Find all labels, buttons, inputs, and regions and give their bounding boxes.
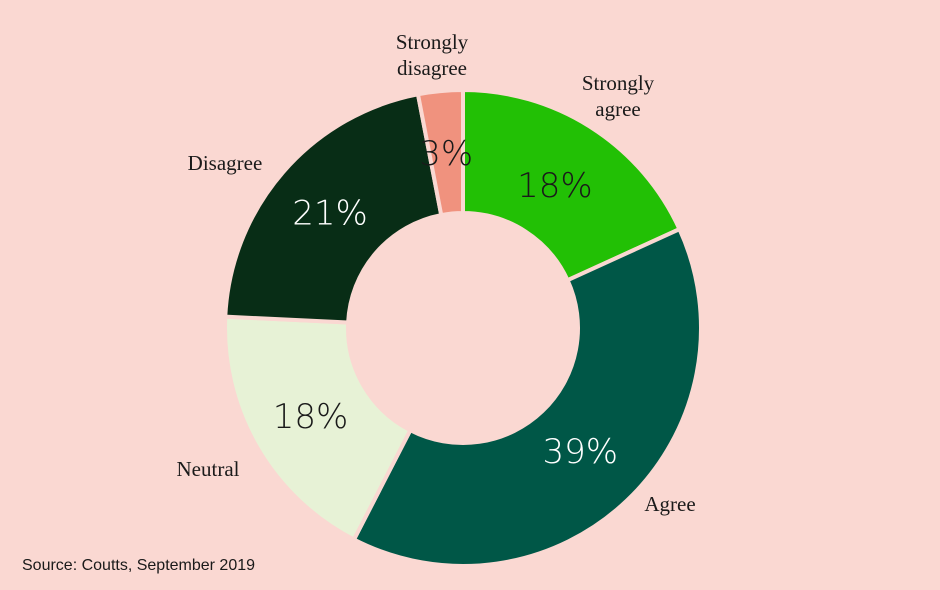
value-label-neutral: 18% — [273, 397, 349, 437]
slice-disagree — [223, 91, 444, 325]
source-note: Source: Coutts, September 2019 — [22, 557, 256, 574]
value-label-strongly-disagree: 3% — [419, 134, 473, 174]
slice-neutral — [223, 314, 413, 543]
category-label-neutral: Neutral — [177, 457, 240, 481]
value-label-strongly-agree: 18% — [517, 166, 593, 206]
slice-agree — [351, 226, 703, 568]
slice-strongly-disagree — [415, 87, 465, 218]
value-label-disagree: 21% — [292, 194, 368, 234]
category-label-agree: Agree — [644, 492, 695, 516]
category-label-disagree: Disagree — [188, 151, 263, 175]
value-label-agree: 39% — [543, 432, 619, 472]
slice-strongly-agree — [461, 87, 683, 283]
category-label-strongly-agree: Strongly agree — [582, 71, 655, 121]
category-label-strongly-disagree: Strongly disagree — [396, 30, 469, 80]
